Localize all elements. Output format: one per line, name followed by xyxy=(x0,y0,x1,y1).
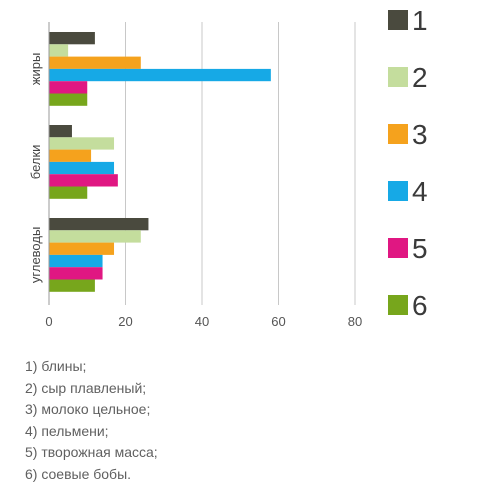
legend-swatch-2 xyxy=(388,67,408,87)
bar-жиры-series-4 xyxy=(49,68,271,82)
bar-углеводы-series-2 xyxy=(49,230,141,243)
legend-label-6: 6 xyxy=(412,290,428,321)
x-tick-label-0: 0 xyxy=(45,314,52,329)
bar-жиры-series-5 xyxy=(49,81,88,94)
footnote-2: 2) сыр плавленый; xyxy=(25,379,147,396)
x-tick-label-60: 60 xyxy=(271,314,285,329)
bar-углеводы-series-5 xyxy=(49,267,103,280)
bar-белки-series-6 xyxy=(49,186,88,199)
bar-белки-series-2 xyxy=(49,137,115,150)
footnotes-list: 1) блины; 2) сыр плавленый; 3) молоко це… xyxy=(25,356,158,485)
axes: 0 20 40 60 80 жиры белки углеводы xyxy=(28,22,362,329)
category-label-белки: белки xyxy=(28,145,43,180)
legend-label-3: 3 xyxy=(412,119,428,150)
legend-swatch-5 xyxy=(388,238,408,258)
category-label-жиры: жиры xyxy=(28,53,43,86)
legend-label-5: 5 xyxy=(412,233,428,264)
legend: 1 2 3 4 5 6 xyxy=(388,5,428,321)
bar-углеводы-series-1 xyxy=(49,218,149,231)
legend-swatch-4 xyxy=(388,181,408,201)
legend-label-1: 1 xyxy=(412,5,428,36)
bar-белки-series-5 xyxy=(49,174,118,187)
gridlines xyxy=(125,22,356,305)
x-tick-label-80: 80 xyxy=(348,314,362,329)
footnote-1: 1) блины; xyxy=(25,358,87,374)
bars xyxy=(49,32,271,292)
bar-жиры-series-3 xyxy=(49,56,141,69)
x-tick-label-20: 20 xyxy=(118,314,132,329)
bar-жиры-series-1 xyxy=(49,32,95,45)
footnote-4: 4) пельмени; xyxy=(25,422,109,439)
x-tick-label-40: 40 xyxy=(195,314,209,329)
legend-label-2: 2 xyxy=(412,62,428,93)
category-label-углеводы: углеводы xyxy=(28,227,43,283)
bar-белки-series-3 xyxy=(49,149,92,162)
bar-жиры-series-6 xyxy=(49,93,88,106)
footnote-5: 5) творожная масса; xyxy=(25,444,158,460)
legend-swatch-6 xyxy=(388,295,408,315)
legend-label-4: 4 xyxy=(412,176,428,207)
footnote-6: 6) соевые бобы. xyxy=(25,465,132,482)
bar-углеводы-series-4 xyxy=(49,254,103,268)
bar-белки-series-4 xyxy=(49,161,115,175)
bar-углеводы-series-6 xyxy=(49,279,95,292)
legend-swatch-1 xyxy=(388,10,408,30)
bar-белки-series-1 xyxy=(49,125,72,138)
bar-углеводы-series-3 xyxy=(49,242,115,255)
bar-жиры-series-2 xyxy=(49,44,69,57)
bar-chart: 0 20 40 60 80 жиры белки углеводы 1 2 3 4 5 6 xyxy=(28,5,428,329)
legend-swatch-3 xyxy=(388,124,408,144)
footnote-3: 3) молоко цельное; xyxy=(25,401,151,417)
